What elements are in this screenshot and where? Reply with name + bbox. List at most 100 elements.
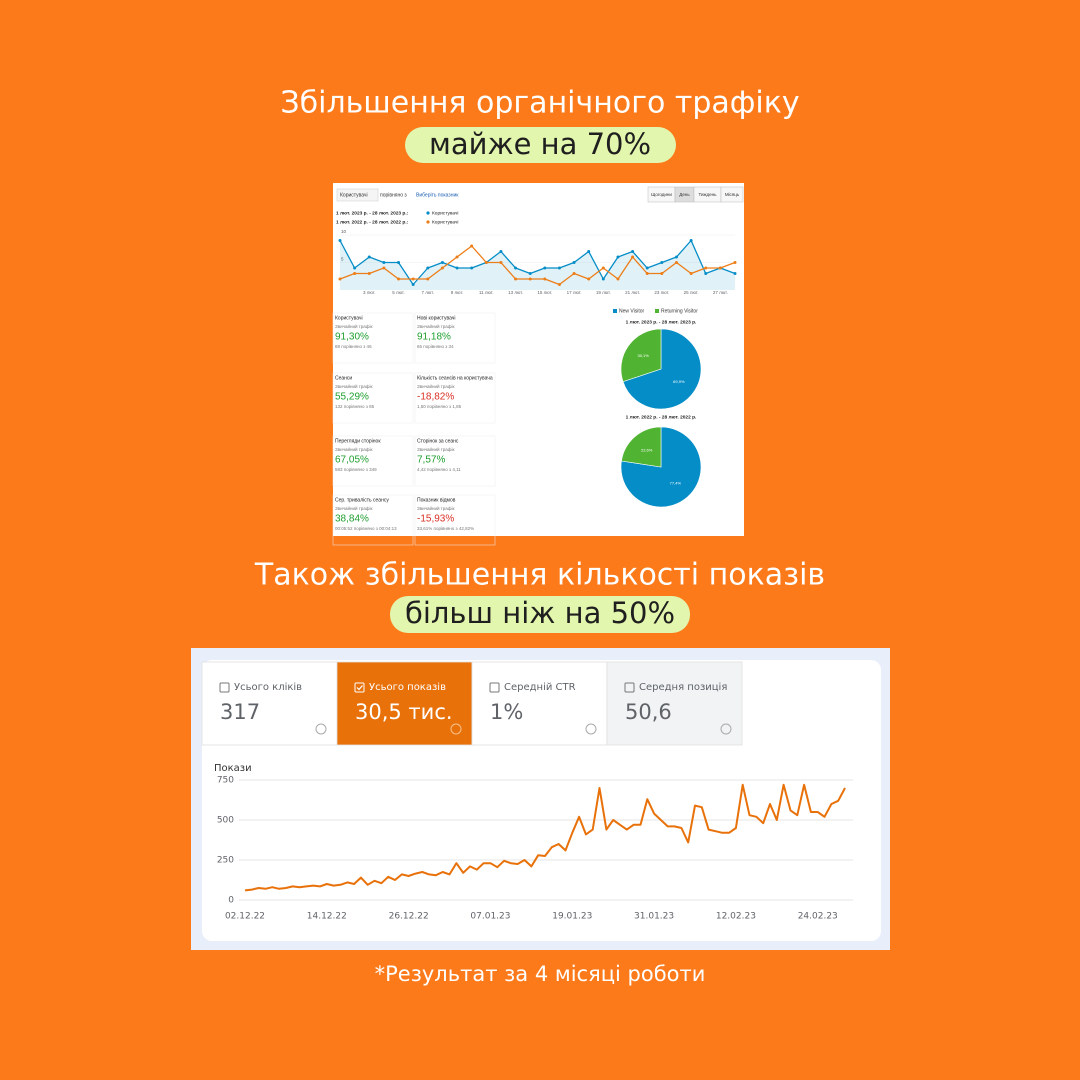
- point: [440, 261, 444, 264]
- point: [514, 277, 518, 281]
- metric-card: [332, 312, 414, 364]
- metric-segment: Звичайний трафік: [335, 505, 373, 511]
- metric-value: 91,30%: [335, 332, 369, 343]
- metric-segment: Звичайний трафік: [417, 383, 455, 389]
- x-tick-label: 19 лют.: [596, 290, 611, 295]
- metric-compare: 00:05:52 порівняно з 00:04:13: [335, 526, 397, 531]
- x-tick-label: 17 лют.: [567, 290, 582, 295]
- metric-segment: Звичайний трафік: [335, 446, 373, 452]
- y-tick-label: 0: [228, 896, 234, 906]
- metric-name: Нові користувачі: [417, 315, 455, 321]
- x-tick-label: 07.01.23: [470, 912, 510, 922]
- x-tick-label: 23 лют.: [654, 290, 669, 295]
- point: [587, 277, 591, 281]
- point: [718, 266, 722, 270]
- x-tick-label: 12.02.23: [716, 912, 756, 922]
- metric-value: 50,6: [625, 700, 672, 724]
- x-tick-label: 9 лют.: [451, 290, 463, 295]
- legend-label: Користувачі: [432, 210, 458, 216]
- series-line: [244, 783, 846, 892]
- point: [397, 261, 401, 264]
- point: [367, 272, 371, 275]
- point: [543, 266, 547, 270]
- point: [455, 255, 459, 259]
- point: [528, 272, 532, 275]
- series-line: [339, 239, 736, 286]
- metric-label: Усього показів: [369, 681, 446, 693]
- y-tick-label: 5: [341, 257, 344, 262]
- pie-slice: [622, 328, 702, 410]
- metric-card: [414, 372, 496, 424]
- point: [338, 239, 342, 242]
- legend-label: Returning Visitor: [661, 308, 698, 314]
- point: [733, 261, 737, 264]
- x-tick-label: 19.01.23: [552, 912, 592, 922]
- x-tick-label: 26.12.22: [389, 912, 429, 922]
- metric-name: Сторінок за сеанс: [417, 438, 459, 444]
- y-axis-title: Покази: [214, 763, 252, 774]
- metric-name: Перегляди сторінок: [335, 438, 381, 444]
- point: [616, 277, 620, 281]
- legend-dot: [426, 211, 430, 215]
- metric-name: Сер. тривалість сеансу: [335, 497, 389, 503]
- point: [426, 266, 430, 270]
- metric-tab[interactable]: [471, 661, 608, 746]
- x-tick-label: 13 лют.: [508, 290, 523, 295]
- pie-label: 77,4%: [670, 481, 682, 486]
- point: [733, 272, 737, 275]
- metric-value: 91,18%: [417, 332, 451, 343]
- checkbox: [219, 682, 230, 693]
- y-tick-label: 500: [217, 816, 234, 826]
- point: [499, 250, 503, 253]
- metric-tab[interactable]: [336, 661, 473, 746]
- metric-label: Середня позиція: [639, 681, 727, 693]
- metric-card: [332, 372, 414, 424]
- heading: Також збільшення кількості показів: [254, 558, 825, 593]
- metric-card: [414, 494, 496, 546]
- area: [340, 240, 735, 290]
- point: [557, 283, 561, 286]
- legend-dot: [426, 220, 430, 224]
- x-tick-label: 27 лют.: [713, 290, 728, 295]
- metric-compare: 88 порівняно з 46: [335, 344, 372, 349]
- search-console-screenshot: Покази 0 250 500 750 02.12.22 14.12.22 26.12.22…: [191, 648, 890, 950]
- help-icon: [585, 723, 597, 735]
- metric-compare: 132 порівняно з 85: [335, 404, 375, 409]
- metric-name: Користувачі: [335, 315, 363, 321]
- metric-name: Кількість сеансів на користувача: [417, 375, 493, 381]
- x-tick-label: 25 лют.: [684, 290, 699, 295]
- compare-label: порівняно з: [380, 192, 407, 198]
- metric-compare: 1,50 порівняно з 1,85: [417, 404, 462, 409]
- point: [440, 266, 444, 270]
- highlight-pill: [405, 127, 676, 163]
- metric-segment: Звичайний трафік: [417, 505, 455, 511]
- metric-label: Усього кліків: [234, 681, 302, 693]
- select-box: [336, 188, 379, 202]
- y-tick-label: 10: [341, 229, 347, 234]
- metric-tab[interactable]: [606, 661, 743, 746]
- metric-segment: Звичайний трафік: [335, 323, 373, 329]
- metric-tab[interactable]: [201, 661, 338, 746]
- metric-segment: Звичайний трафік: [335, 383, 373, 389]
- legend-swatch: [613, 309, 617, 313]
- point: [484, 261, 488, 264]
- point: [470, 266, 474, 270]
- metric-value: 1%: [490, 700, 523, 724]
- metric-card: [414, 435, 496, 487]
- checkbox: [489, 682, 500, 693]
- point: [674, 255, 678, 259]
- point: [660, 272, 664, 275]
- point: [514, 266, 518, 270]
- metric-value: 317: [220, 700, 260, 724]
- metric-compare: 4,42 порівняно з 4,11: [417, 467, 461, 472]
- point: [660, 261, 664, 264]
- period-button-label: Тиждень: [698, 192, 717, 197]
- point: [601, 277, 605, 281]
- metric-card: [332, 435, 414, 487]
- point: [557, 266, 561, 270]
- checkmark: [356, 685, 363, 691]
- point: [367, 255, 371, 259]
- point: [382, 266, 386, 270]
- metric-segment: Звичайний трафік: [417, 446, 455, 452]
